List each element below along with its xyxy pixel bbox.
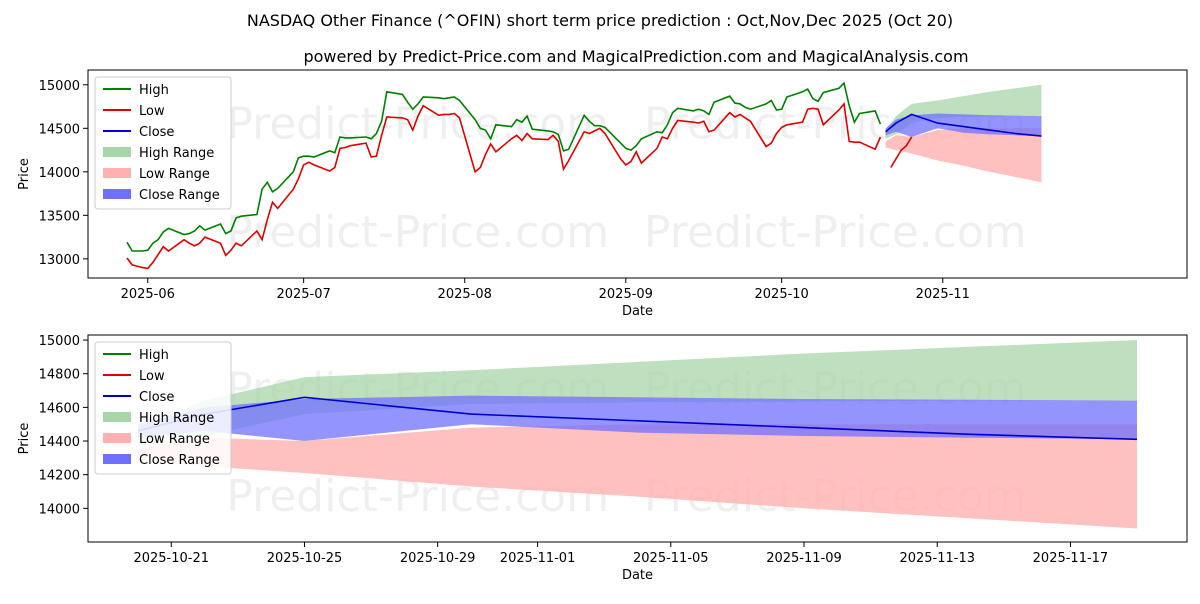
top-xtick-label: 2025-06 [121,287,175,302]
bottom-legend-label-close: Close [139,390,174,405]
bottom-xtick-label: 2025-10-25 [267,551,343,566]
bottom-xtick-label: 2025-10-21 [133,551,209,566]
top-xtick-label: 2025-10 [755,287,809,302]
top-legend-label-high: High [139,83,169,98]
bottom-close-range-band [138,395,1137,441]
top-low-range-band [885,128,1042,183]
top-ytick-label: 15000 [39,79,80,94]
bottom-legend-swatch-low-range [103,433,131,443]
bottom-xtick-label: 2025-11-05 [633,551,709,566]
top-panel: Predict-Price.com Predict-Price.com Predic… [17,69,1188,319]
bottom-ytick-label: 14600 [39,401,80,416]
bottom-ylabel: Price [17,423,32,455]
top-ytick-label: 13500 [39,209,80,224]
bottom-low-range-band [138,424,1137,529]
top-ylabel: Price [17,158,32,190]
top-legend-label-close-range: Close Range [139,188,220,203]
top-legend-label-high-range: High Range [139,146,214,161]
chart-subtitle: powered by Predict-Price.com and Magical… [303,47,968,66]
bottom-legend-label-high: High [139,348,169,363]
bottom-high-range-band [138,340,1137,445]
top-legend-label-close: Close [139,125,174,140]
bottom-legend-swatch-high-range [103,412,131,422]
bottom-xtick-label: 2025-11-01 [500,551,576,566]
chart-title: NASDAQ Other Finance (^OFIN) short term … [247,11,953,30]
top-xtick-label: 2025-08 [438,287,492,302]
top-watermark: Predict-Price.com [226,99,609,150]
bottom-plot-frame [87,334,1188,543]
bottom-panel: Predict-Price.comPredict-Price.comPredic… [17,334,1188,583]
top-ytick-label: 14500 [39,122,80,137]
top-low-tail-line [890,136,913,168]
bottom-xtick-label: 2025-11-13 [899,551,975,566]
bottom-ytick-label: 15000 [39,334,80,349]
bottom-ytick-label: 14000 [39,502,80,517]
bottom-ytick-label: 14200 [39,469,80,484]
top-xtick-label: 2025-11 [916,287,970,302]
top-ytick-label: 14000 [39,166,80,181]
bottom-legend-label-high-range: High Range [139,411,214,426]
top-legend-label-low-range: Low Range [139,167,210,182]
top-ytick-label: 13000 [39,253,80,268]
bottom-xtick-label: 2025-11-09 [766,551,842,566]
bottom-legend-label-close-range: Close Range [139,453,220,468]
top-legend-swatch-close-range [103,189,131,199]
top-plot-frame [87,69,1188,279]
top-xtick-label: 2025-07 [276,287,330,302]
top-legend-swatch-low-range [103,168,131,178]
bottom-legend-label-low: Low [139,369,165,384]
bottom-xtick-label: 2025-11-17 [1033,551,1109,566]
top-watermark: Predict-Price.com [226,207,609,258]
bottom-xtick-label: 2025-10-29 [400,551,476,566]
top-xlabel: Date [622,304,653,319]
top-watermark: Predict-Price.com [644,207,1027,258]
top-low-line [126,102,882,270]
top-xtick-label: 2025-09 [599,287,653,302]
top-high-line [126,81,882,252]
bottom-legend-label-low-range: Low Range [139,432,210,447]
bottom-legend-swatch-close-range [103,454,131,464]
top-high-range-band [885,84,1042,139]
bottom-xlabel: Date [622,568,653,583]
top-close-line [885,113,1042,137]
top-legend-label-low: Low [139,104,165,119]
bottom-ytick-label: 14800 [39,368,80,383]
bottom-ytick-label: 14400 [39,435,80,450]
top-legend-swatch-high-range [103,147,131,157]
